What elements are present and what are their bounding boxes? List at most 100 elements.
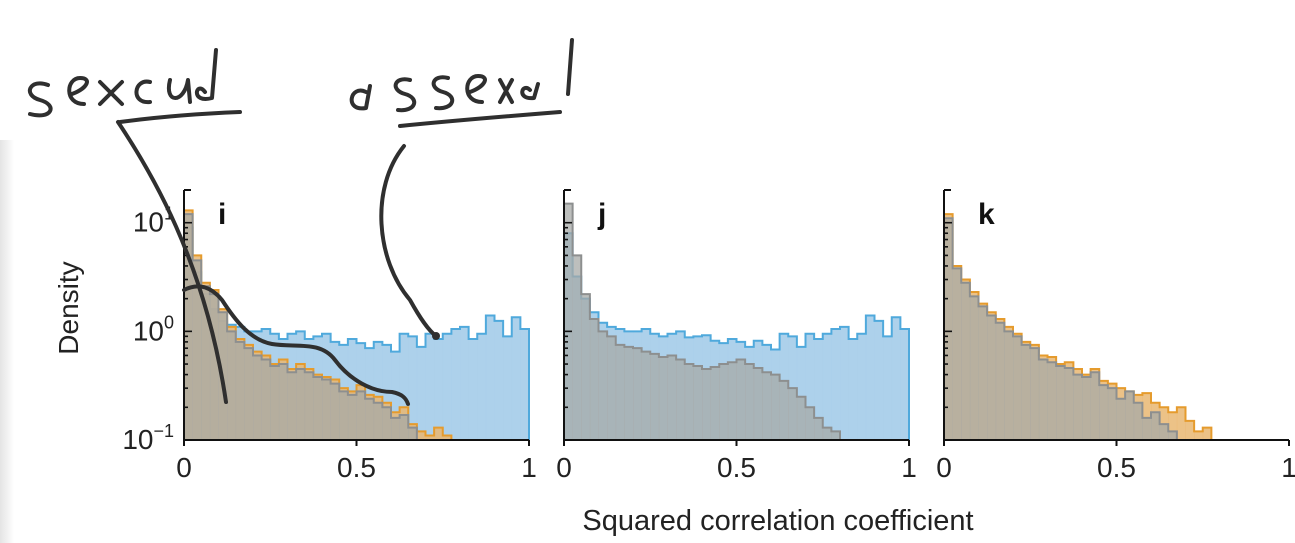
- bar-gray: [330, 383, 340, 440]
- bar-blue: [900, 329, 910, 440]
- handwriting-asexual-underline: [398, 110, 562, 128]
- bar-gray: [624, 346, 634, 440]
- bar-blue: [494, 320, 504, 440]
- bar-gray: [209, 294, 219, 440]
- bar-blue: [451, 329, 461, 440]
- bar-gray: [831, 431, 841, 440]
- bar-gray: [1116, 398, 1126, 440]
- handwritten-annotations: [27, 38, 574, 406]
- x-tick-label: 1: [901, 452, 917, 483]
- bar-gray: [1073, 374, 1083, 440]
- bar-gray: [978, 306, 988, 440]
- bar-gray: [745, 364, 755, 440]
- bar-gray: [365, 398, 375, 440]
- series-gray: [943, 217, 1178, 440]
- bar-orange: [434, 427, 444, 440]
- bar-gray: [650, 353, 660, 440]
- bar-gray: [339, 391, 349, 440]
- outline-gray: [563, 202, 841, 440]
- bar-gray: [1125, 391, 1135, 440]
- bar-blue: [865, 315, 875, 440]
- bar-gray: [235, 341, 245, 440]
- bar-gray: [710, 366, 720, 440]
- bar-gray: [1151, 412, 1161, 440]
- bar-gray: [598, 331, 608, 440]
- bar-gray: [1133, 402, 1143, 440]
- bar-blue: [460, 326, 470, 440]
- series-gray: [563, 202, 841, 440]
- bar-gray: [296, 369, 306, 440]
- bar-gray: [261, 359, 271, 440]
- bar-gray: [201, 286, 211, 440]
- x-tick-label: 1: [521, 452, 537, 483]
- outline-blue: [563, 232, 910, 440]
- bar-gray: [399, 414, 409, 440]
- bar-gray: [1013, 336, 1023, 440]
- bar-gray: [667, 355, 677, 440]
- bar-gray: [676, 359, 686, 440]
- x-tick-label: 0.5: [717, 452, 756, 483]
- bar-orange: [1202, 427, 1212, 440]
- handwriting-sexual-word: [27, 48, 218, 118]
- x-tick-label: 0.5: [1097, 452, 1136, 483]
- bar-blue: [477, 333, 487, 440]
- panel-label: i: [218, 198, 226, 231]
- y-axis-label: Density: [53, 261, 84, 354]
- sexual-pointer-line: [116, 120, 228, 404]
- bar-gray: [304, 372, 314, 440]
- bar-orange: [1194, 431, 1204, 440]
- y-tick-label: 10−1: [122, 421, 174, 455]
- bar-gray: [736, 359, 746, 440]
- x-tick-label: 0: [936, 452, 952, 483]
- bar-blue: [434, 339, 444, 440]
- bar-blue: [425, 333, 435, 440]
- bar-blue: [840, 326, 850, 440]
- bar-gray: [719, 364, 729, 440]
- bar-gray: [762, 372, 772, 440]
- bar-blue: [520, 329, 530, 440]
- bar-gray: [287, 372, 297, 440]
- bar-blue: [399, 333, 409, 440]
- bar-gray: [253, 355, 263, 440]
- outline-gray: [183, 213, 418, 440]
- bar-blue: [814, 339, 824, 440]
- bar-gray: [814, 417, 824, 440]
- bar-gray: [658, 357, 668, 440]
- bar-gray: [356, 391, 366, 440]
- handwriting-asexual-word: [349, 38, 574, 113]
- bar-gray: [944, 218, 954, 440]
- bar-blue: [468, 339, 478, 440]
- bar-gray: [564, 203, 574, 440]
- bar-blue: [874, 320, 884, 440]
- bar-blue: [408, 336, 418, 440]
- scan-edge-shade: [0, 140, 14, 543]
- bar-gray: [1038, 359, 1048, 440]
- x-tick-label: 1: [1281, 452, 1295, 483]
- y-tick-label: 100: [133, 312, 174, 346]
- bar-blue: [822, 333, 832, 440]
- bar-gray: [313, 377, 323, 440]
- bar-gray: [805, 407, 815, 440]
- bar-gray: [615, 344, 625, 440]
- bar-gray: [702, 369, 712, 440]
- outline-blue: [183, 226, 530, 440]
- bar-gray: [572, 255, 582, 440]
- bar-blue: [503, 336, 513, 440]
- bar-blue: [416, 346, 426, 440]
- bar-orange: [1185, 420, 1195, 440]
- bar-gray: [771, 374, 781, 440]
- bar-gray: [278, 364, 288, 440]
- panel-label: k: [978, 198, 995, 231]
- bar-gray: [581, 294, 591, 440]
- bar-blue: [796, 346, 806, 440]
- bar-gray: [347, 394, 357, 440]
- bar-gray: [1056, 365, 1066, 440]
- bar-blue: [805, 333, 815, 440]
- bar-gray: [1030, 348, 1040, 440]
- bar-gray: [961, 282, 971, 440]
- bar-gray: [822, 427, 832, 440]
- bar-blue: [511, 317, 521, 440]
- outline-gray: [943, 217, 1178, 440]
